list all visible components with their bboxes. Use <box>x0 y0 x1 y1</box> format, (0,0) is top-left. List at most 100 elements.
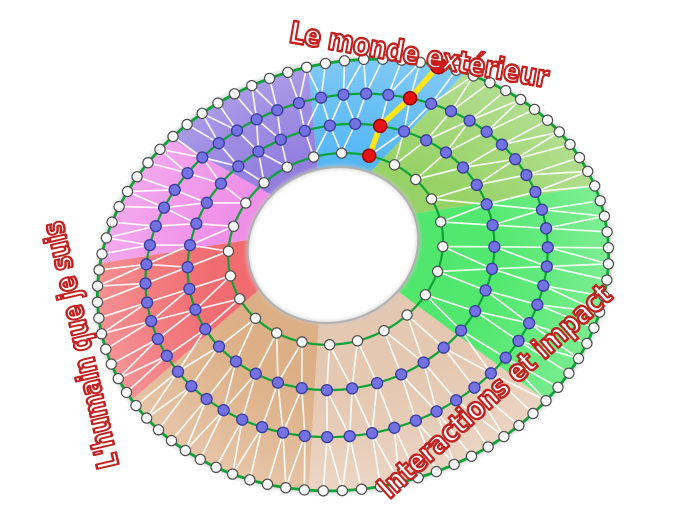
purple-node-ring-3[interactable] <box>454 324 468 337</box>
purple-node-ring-2[interactable] <box>139 277 152 290</box>
white-node-outer-ring[interactable] <box>142 156 154 169</box>
white-node-outer-ring[interactable] <box>261 478 274 490</box>
white-node-inner-ring[interactable] <box>419 289 432 301</box>
purple-node-ring-3[interactable] <box>420 134 433 147</box>
purple-node-ring-3[interactable] <box>488 240 501 253</box>
purple-node-ring-2[interactable] <box>522 317 536 330</box>
purple-node-ring-2[interactable] <box>540 260 553 273</box>
purple-node-ring-2[interactable] <box>140 258 153 271</box>
white-node-outer-ring[interactable] <box>553 126 566 138</box>
white-node-outer-ring[interactable] <box>100 232 113 244</box>
white-node-outer-ring[interactable] <box>167 130 179 143</box>
white-node-outer-ring[interactable] <box>336 484 348 497</box>
purple-node-ring-2[interactable] <box>539 222 553 235</box>
white-node-outer-ring[interactable] <box>106 216 118 228</box>
purple-node-ring-3[interactable] <box>469 305 482 318</box>
purple-node-ring-2[interactable] <box>181 166 194 180</box>
purple-node-ring-3[interactable] <box>199 322 212 336</box>
white-node-inner-ring[interactable] <box>249 312 262 324</box>
white-node-outer-ring[interactable] <box>465 450 478 462</box>
purple-node-ring-2[interactable] <box>276 426 290 439</box>
purple-node-ring-2[interactable] <box>271 104 284 117</box>
white-node-outer-ring[interactable] <box>246 79 258 92</box>
purple-node-ring-2[interactable] <box>535 203 549 216</box>
purple-node-ring-2[interactable] <box>388 421 401 434</box>
purple-node-ring-2[interactable] <box>149 219 162 233</box>
white-node-outer-ring[interactable] <box>91 296 104 308</box>
purple-node-ring-2[interactable] <box>430 405 443 418</box>
white-node-outer-ring[interactable] <box>131 171 143 183</box>
white-node-outer-ring[interactable] <box>355 483 368 495</box>
white-node-outer-ring[interactable] <box>467 70 480 82</box>
white-node-outer-ring[interactable] <box>338 55 351 67</box>
white-node-outer-ring[interactable] <box>263 72 276 85</box>
purple-node-ring-2[interactable] <box>531 298 544 311</box>
purple-node-ring-3[interactable] <box>479 284 492 297</box>
purple-node-ring-3[interactable] <box>370 376 384 390</box>
white-node-inner-ring[interactable] <box>335 147 348 159</box>
white-node-outer-ring[interactable] <box>500 84 512 97</box>
purple-node-ring-2[interactable] <box>236 413 249 426</box>
purple-node-ring-2[interactable] <box>343 430 356 443</box>
white-node-outer-ring[interactable] <box>598 210 611 222</box>
purple-node-ring-2[interactable] <box>314 91 328 104</box>
white-node-outer-ring[interactable] <box>588 322 600 334</box>
white-node-outer-ring[interactable] <box>100 343 112 355</box>
white-node-outer-ring[interactable] <box>552 381 564 393</box>
white-node-outer-ring[interactable] <box>105 358 118 370</box>
white-node-outer-ring[interactable] <box>513 419 525 432</box>
purple-node-ring-2[interactable] <box>292 96 306 110</box>
selected-node[interactable] <box>402 90 418 106</box>
white-node-outer-ring[interactable] <box>589 180 601 192</box>
white-node-inner-ring[interactable] <box>281 161 293 173</box>
purple-node-ring-2[interactable] <box>157 201 171 214</box>
white-node-outer-ring[interactable] <box>582 165 594 178</box>
purple-node-ring-2[interactable] <box>480 125 493 138</box>
white-node-outer-ring[interactable] <box>280 482 292 494</box>
purple-node-ring-3[interactable] <box>214 177 228 190</box>
purple-node-ring-3[interactable] <box>212 340 226 353</box>
purple-node-ring-3[interactable] <box>183 282 196 296</box>
white-node-outer-ring[interactable] <box>300 61 313 74</box>
purple-node-ring-2[interactable] <box>230 124 244 137</box>
white-node-inner-ring[interactable] <box>425 193 438 205</box>
white-node-outer-ring[interactable] <box>244 474 256 486</box>
white-node-outer-ring[interactable] <box>602 242 615 254</box>
purple-node-ring-2[interactable] <box>151 332 164 346</box>
white-node-inner-ring[interactable] <box>308 151 320 163</box>
purple-node-ring-2[interactable] <box>168 183 181 197</box>
purple-node-ring-2[interactable] <box>145 314 158 328</box>
purple-node-ring-3[interactable] <box>320 383 333 397</box>
white-node-outer-ring[interactable] <box>112 372 125 385</box>
white-node-outer-ring[interactable] <box>140 412 153 424</box>
white-node-outer-ring[interactable] <box>598 290 610 302</box>
white-node-outer-ring[interactable] <box>196 107 208 120</box>
purple-node-ring-2[interactable] <box>509 153 522 166</box>
purple-node-ring-3[interactable] <box>486 218 499 232</box>
white-node-outer-ring[interactable] <box>93 312 105 324</box>
purple-node-ring-3[interactable] <box>439 146 453 159</box>
white-node-outer-ring[interactable] <box>541 114 554 126</box>
white-node-outer-ring[interactable] <box>179 444 192 457</box>
purple-node-ring-3[interactable] <box>480 198 493 211</box>
white-node-outer-ring[interactable] <box>194 453 206 466</box>
purple-node-ring-3[interactable] <box>295 381 308 395</box>
purple-node-ring-2[interactable] <box>409 414 423 427</box>
white-node-outer-ring[interactable] <box>412 472 424 484</box>
white-node-outer-ring[interactable] <box>450 64 462 76</box>
purple-node-ring-2[interactable] <box>143 238 157 252</box>
white-node-outer-ring[interactable] <box>601 226 613 238</box>
white-node-outer-ring[interactable] <box>358 53 370 66</box>
purple-node-ring-3[interactable] <box>470 178 483 192</box>
purple-node-ring-2[interactable] <box>200 392 213 406</box>
white-node-outer-ring[interactable] <box>395 54 408 66</box>
selected-node[interactable] <box>372 118 388 134</box>
white-node-outer-ring[interactable] <box>414 56 426 69</box>
purple-node-ring-3[interactable] <box>395 368 408 381</box>
purple-node-ring-3[interactable] <box>229 355 243 368</box>
white-node-outer-ring[interactable] <box>593 306 606 318</box>
purple-node-ring-3[interactable] <box>249 367 262 380</box>
white-node-outer-ring[interactable] <box>319 57 332 70</box>
purple-node-ring-2[interactable] <box>185 379 198 393</box>
purple-node-ring-2[interactable] <box>512 334 525 348</box>
